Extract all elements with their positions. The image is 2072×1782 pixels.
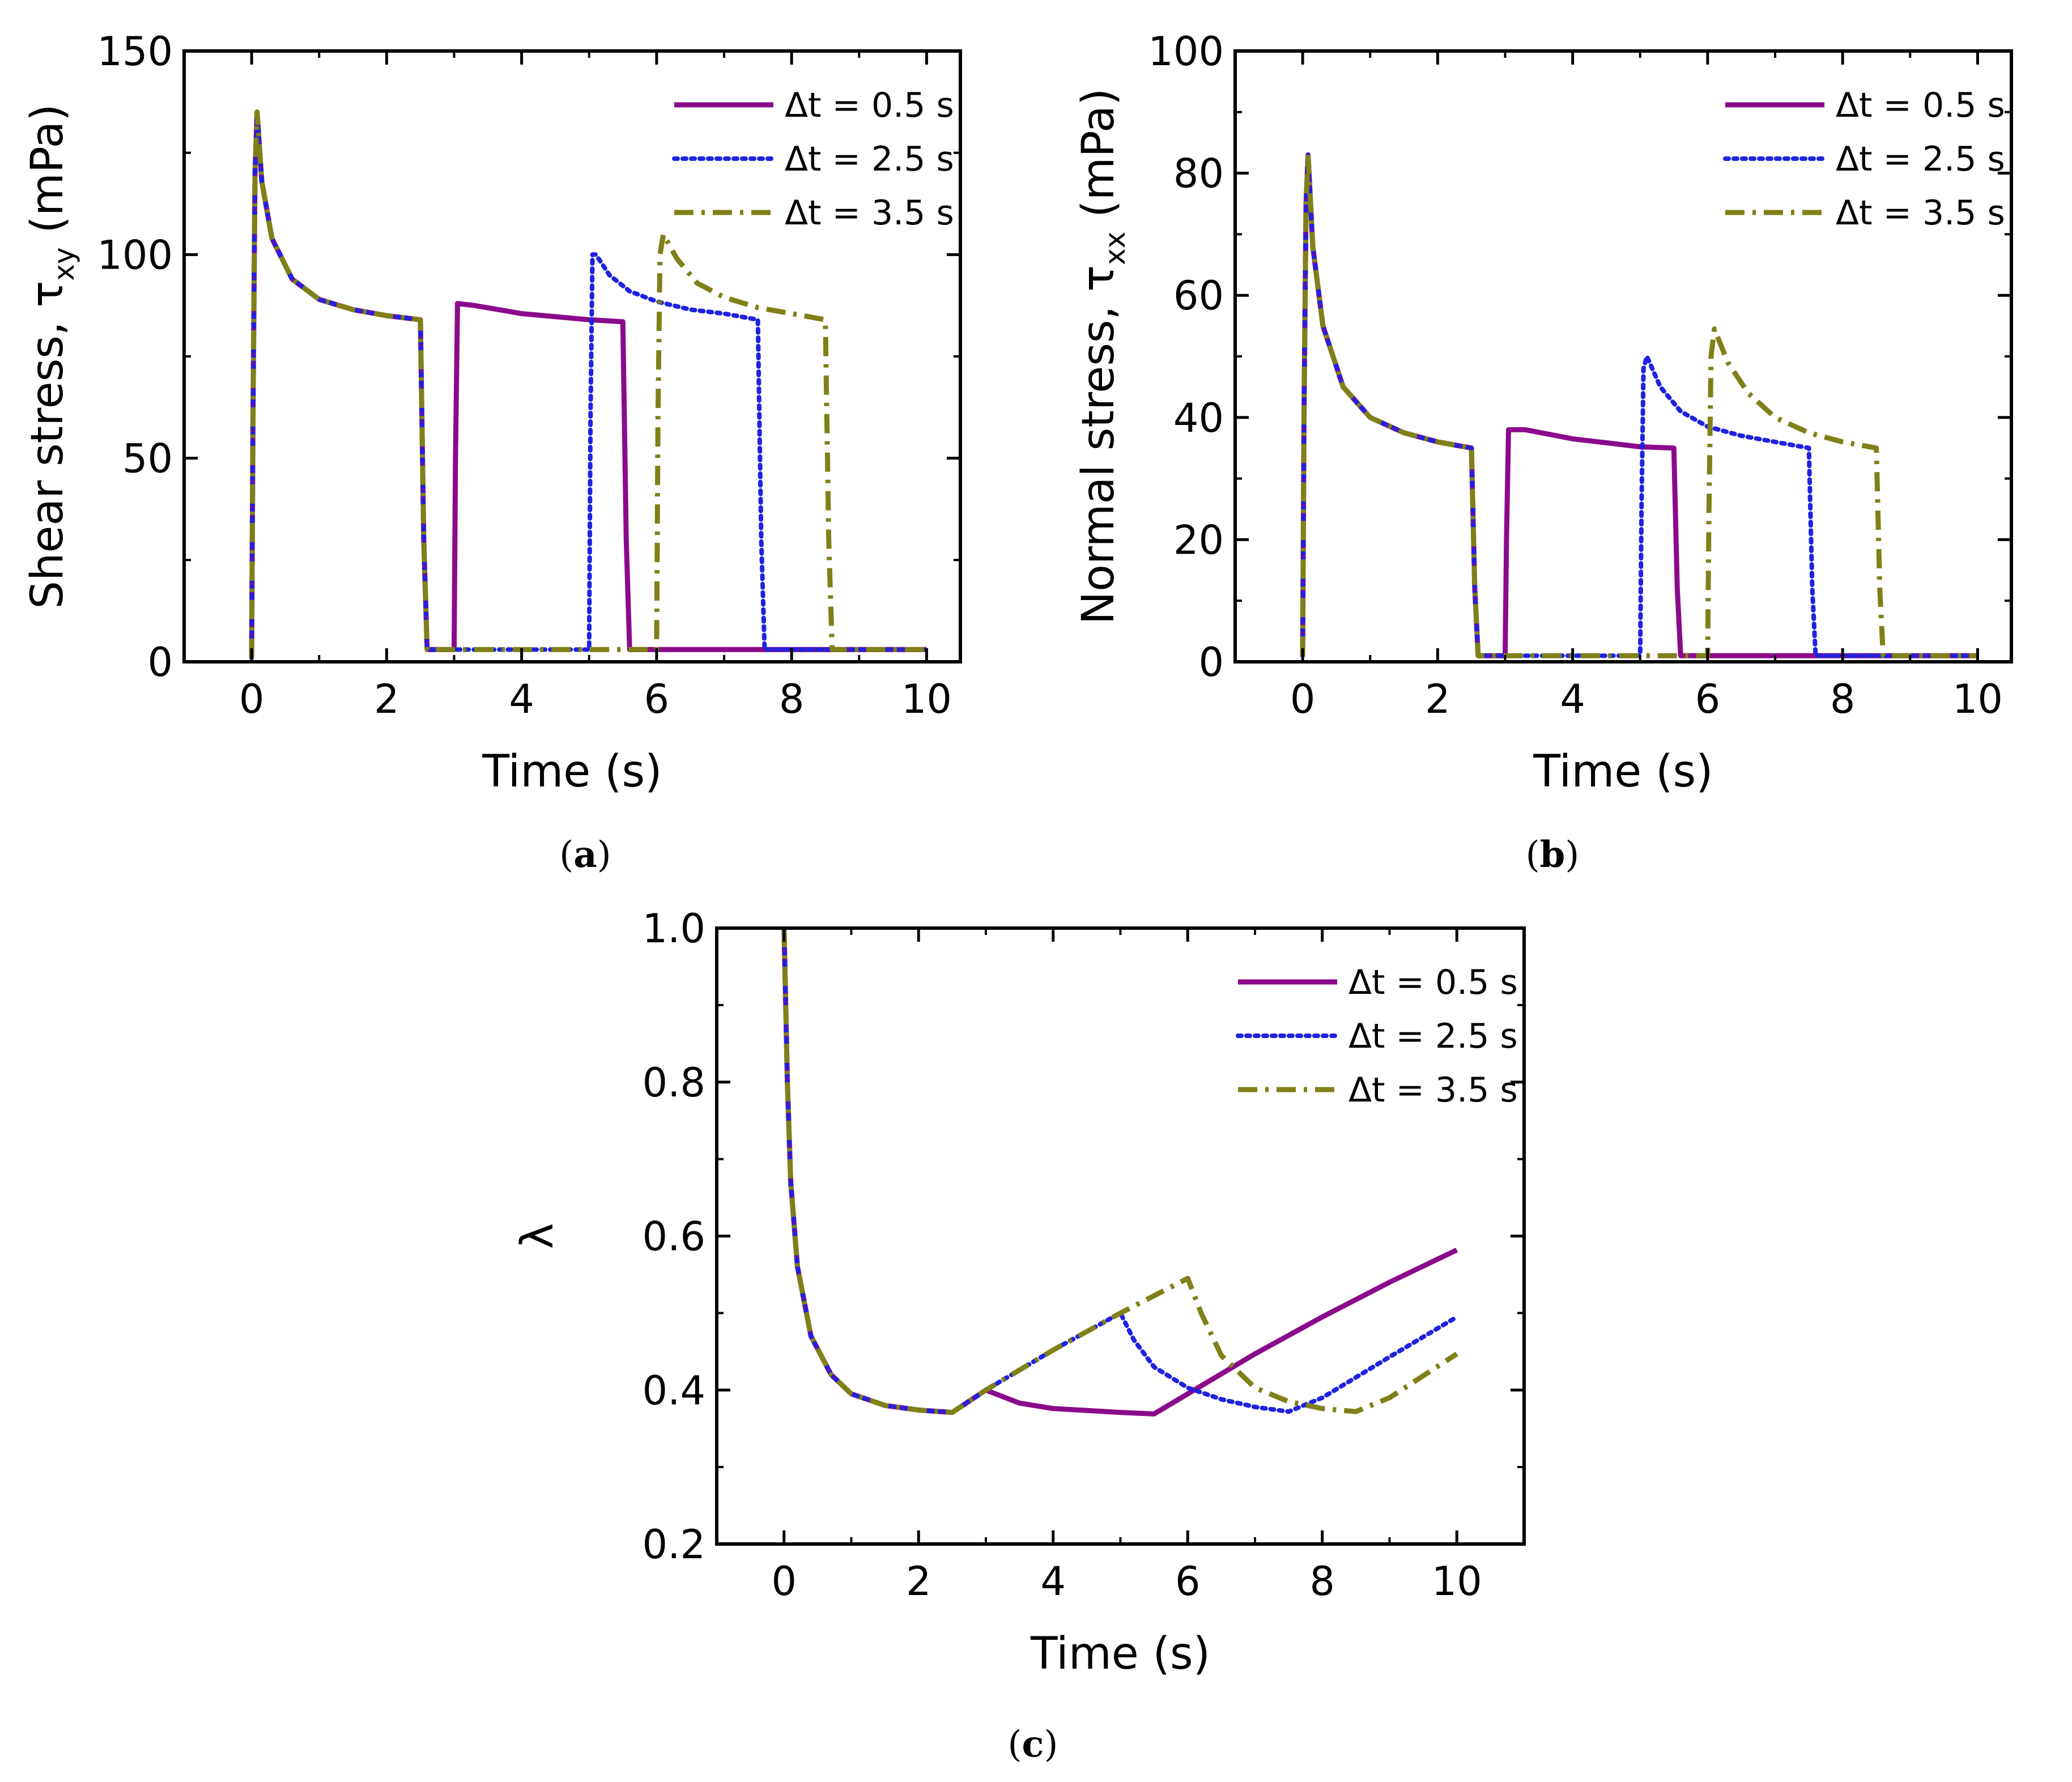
x-tick-label: 6 xyxy=(1695,676,1721,722)
x-tick-label: 4 xyxy=(1040,1558,1066,1605)
panel-caption: (a) xyxy=(559,833,611,876)
y-tick-label: 0.6 xyxy=(643,1214,705,1260)
x-tick-label: 0 xyxy=(1290,676,1316,722)
x-tick-label: 0 xyxy=(771,1558,797,1605)
series-line-3 xyxy=(1300,152,1978,658)
y-axis-title-unit: (mPa) xyxy=(22,104,73,247)
y-axis-title: Shear stress, τxy (mPa) xyxy=(22,104,80,609)
y-tick-label: 0.4 xyxy=(643,1367,705,1414)
y-tick-label: 60 xyxy=(1173,273,1224,319)
y-tick-label: 1.0 xyxy=(643,905,705,952)
y-tick-label: 0 xyxy=(147,639,173,686)
x-tick-label: 8 xyxy=(1309,1558,1335,1605)
legend-label-3: Δt = 3.5 s xyxy=(1836,193,2005,233)
x-tick-label: 2 xyxy=(374,676,399,722)
x-tick-label: 4 xyxy=(509,676,534,722)
y-axis-title-subscript: xx xyxy=(1099,232,1131,265)
legend-label-2: Δt = 2.5 s xyxy=(1348,1017,1518,1056)
y-tick-label: 0.8 xyxy=(643,1060,705,1106)
x-tick-label: 10 xyxy=(1432,1558,1482,1605)
legend-label-1: Δt = 0.5 s xyxy=(1348,963,1518,1002)
chart-c: 0 2 4 6 8 10 0.2 0.4 0.6 0.8 1.0 Time (s) λ Δt = 0.5 … xyxy=(512,905,1526,1766)
x-tick-label: 4 xyxy=(1560,676,1585,722)
x-tick-label: 0 xyxy=(239,676,265,722)
y-axis-title-subscript: xy xyxy=(48,247,80,280)
x-tick-label: 2 xyxy=(1425,676,1450,722)
x-tick-label: 6 xyxy=(644,676,670,722)
legend-label-2: Δt = 2.5 s xyxy=(785,139,954,179)
y-tick-label: 80 xyxy=(1173,151,1224,197)
y-tick-label: 0 xyxy=(1198,639,1224,686)
y-axis-title-main: Shear stress, τ xyxy=(22,281,73,609)
panel-caption: (b) xyxy=(1526,833,1580,876)
legend: Δt = 0.5 s Δt = 2.5 s Δt = 3.5 s xyxy=(672,86,954,233)
legend: Δt = 0.5 s Δt = 2.5 s Δt = 3.5 s xyxy=(1723,86,2005,233)
x-axis-title: Time (s) xyxy=(482,746,662,797)
y-tick-label: 40 xyxy=(1173,395,1224,441)
y-tick-label: 50 xyxy=(122,436,173,482)
x-tick-label: 8 xyxy=(1830,676,1856,722)
x-tick-label: 8 xyxy=(779,676,805,722)
y-axis-title-main: λ xyxy=(512,1223,563,1249)
y-axis-title-unit: (mPa) xyxy=(1073,88,1124,232)
x-axis-title: Time (s) xyxy=(1533,746,1713,797)
x-tick-label: 10 xyxy=(1952,676,2003,722)
legend-label-2: Δt = 2.5 s xyxy=(1836,139,2005,179)
y-tick-label: 20 xyxy=(1173,517,1224,563)
y-axis-title-main: Normal stress, τ xyxy=(1073,265,1124,624)
x-tick-label: 10 xyxy=(901,676,952,722)
legend: Δt = 0.5 s Δt = 2.5 s Δt = 3.5 s xyxy=(1236,963,1518,1110)
x-tick-label: 6 xyxy=(1175,1558,1201,1605)
x-axis-title: Time (s) xyxy=(1030,1628,1210,1679)
y-tick-label: 100 xyxy=(1148,28,1224,75)
x-tick-label: 2 xyxy=(906,1558,931,1605)
legend-label-1: Δt = 0.5 s xyxy=(1836,86,2005,125)
y-axis-title: Normal stress, τxx (mPa) xyxy=(1073,88,1131,625)
legend-label-1: Δt = 0.5 s xyxy=(785,86,954,125)
y-tick-label: 150 xyxy=(97,28,173,75)
y-tick-label: 0.2 xyxy=(643,1521,705,1568)
panel-caption: (c) xyxy=(1008,1723,1058,1766)
y-tick-label: 100 xyxy=(97,232,173,278)
series-line-3 xyxy=(781,928,1458,1415)
legend-label-3: Δt = 3.5 s xyxy=(1348,1070,1518,1110)
legend-label-3: Δt = 3.5 s xyxy=(785,193,954,233)
y-axis-title: λ xyxy=(512,1223,563,1249)
